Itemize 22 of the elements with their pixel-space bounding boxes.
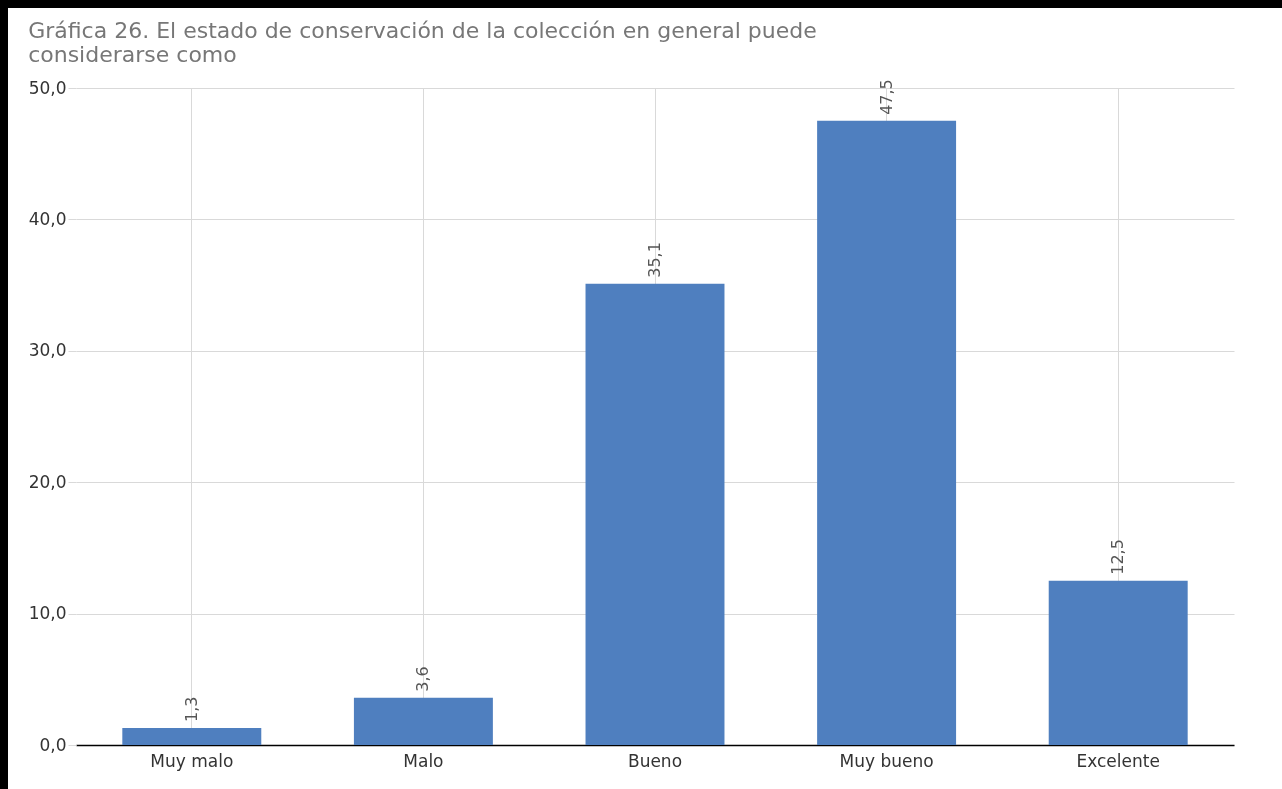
y-tick-label: 40,0	[28, 208, 67, 229]
y-tick-label: 30,0	[28, 340, 67, 361]
bar	[817, 120, 957, 745]
x-tick-label: Excelente	[1076, 750, 1160, 771]
y-tick-label: 20,0	[28, 471, 67, 492]
y-tick-label: 10,0	[28, 603, 67, 624]
x-tick-label: Muy malo	[150, 750, 234, 771]
data-label: 1,3	[181, 696, 201, 722]
y-tick-label: 50,0	[28, 77, 67, 98]
x-tick-label: Malo	[403, 750, 444, 771]
data-label: 12,5	[1108, 539, 1128, 575]
chart-title: Gráfica 26. El estado de conservación de la colección en general puede considerarse como	[28, 18, 817, 67]
bar	[353, 697, 493, 745]
y-tick-label: 0,0	[39, 734, 67, 755]
x-tick-label: Bueno	[627, 750, 683, 771]
x-tick-label: Muy bueno	[839, 750, 934, 771]
bar	[1048, 580, 1188, 745]
data-label: 47,5	[876, 79, 896, 115]
bar	[122, 727, 262, 745]
data-label: 3,6	[413, 666, 433, 692]
data-label: 35,1	[645, 242, 664, 278]
bar	[585, 283, 725, 745]
